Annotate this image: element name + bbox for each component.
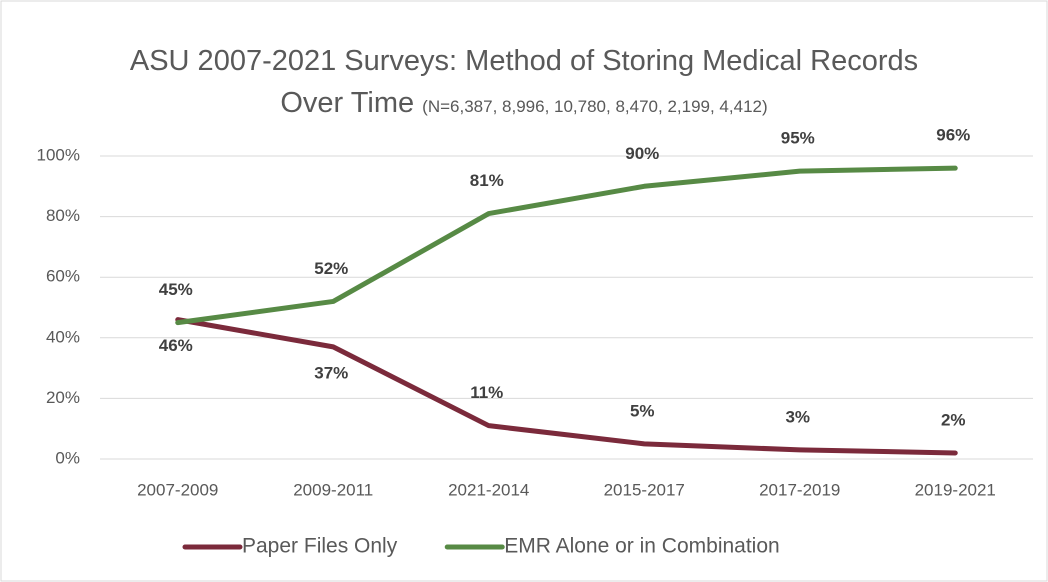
y-tick-label: 100% <box>37 145 80 164</box>
data-label: 37% <box>314 363 348 382</box>
y-tick-label: 0% <box>55 448 80 467</box>
chart-subtitle: (N=6,387, 8,996, 10,780, 8,470, 2,199, 4… <box>422 97 768 116</box>
x-tick-label: 2009-2011 <box>293 480 373 499</box>
x-tick-label: 2019-2021 <box>915 480 996 499</box>
y-tick-label: 60% <box>46 267 80 286</box>
data-label: 95% <box>781 129 815 148</box>
x-tick-label: 2017-2019 <box>759 480 840 499</box>
y-tick-label: 80% <box>46 206 80 225</box>
series-line <box>175 165 958 326</box>
data-label: 46% <box>159 336 193 355</box>
data-label: 90% <box>625 144 659 163</box>
y-tick-label: 20% <box>46 388 80 407</box>
legend-label: Paper Files Only <box>242 535 398 558</box>
chart-title: ASU 2007-2021 Surveys: Method of Storing… <box>129 45 919 119</box>
data-label: 3% <box>785 407 810 426</box>
x-tick-label: 2021-2014 <box>448 480 529 499</box>
series-line <box>175 317 958 456</box>
x-tick-label: 2015-2017 <box>604 480 685 499</box>
data-label: 81% <box>470 171 504 190</box>
x-tick-label: 2007-2009 <box>137 480 218 499</box>
data-label: 2% <box>941 410 966 429</box>
y-tick-label: 40% <box>46 327 80 346</box>
legend-label: EMR Alone or in Combination <box>504 535 779 558</box>
data-label: 11% <box>470 383 503 402</box>
data-label: 52% <box>314 259 348 278</box>
data-label: 5% <box>630 401 655 420</box>
title-block: ASU 2007-2021 Surveys: Method of Storing… <box>124 40 924 128</box>
data-label: 96% <box>936 126 970 145</box>
data-label: 45% <box>159 280 193 299</box>
